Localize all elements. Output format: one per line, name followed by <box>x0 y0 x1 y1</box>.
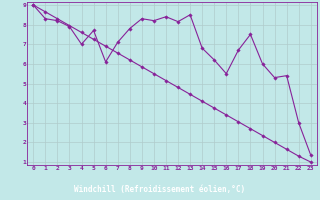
Text: Windchill (Refroidissement éolien,°C): Windchill (Refroidissement éolien,°C) <box>75 185 245 194</box>
